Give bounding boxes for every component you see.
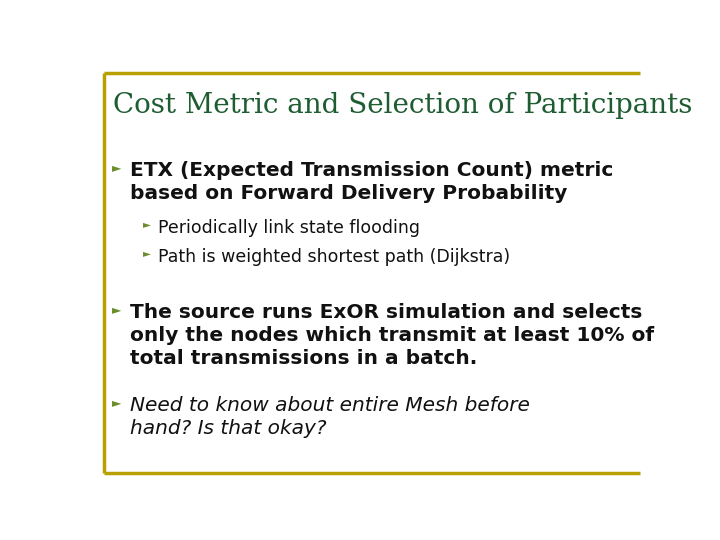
Text: The source runs ExOR simulation and selects
only the nodes which transmit at lea: The source runs ExOR simulation and sele… xyxy=(130,303,654,368)
Text: ETX (Expected Transmission Count) metric
based on Forward Delivery Probability: ETX (Expected Transmission Count) metric… xyxy=(130,161,613,203)
Text: ►: ► xyxy=(112,396,121,409)
Text: Need to know about entire Mesh before
hand? Is that okay?: Need to know about entire Mesh before ha… xyxy=(130,396,530,437)
Text: ►: ► xyxy=(112,161,121,174)
Text: Path is weighted shortest path (Dijkstra): Path is weighted shortest path (Dijkstra… xyxy=(158,248,510,266)
Text: Cost Metric and Selection of Participants: Cost Metric and Selection of Participant… xyxy=(113,92,693,119)
Text: ►: ► xyxy=(112,303,121,316)
Text: Periodically link state flooding: Periodically link state flooding xyxy=(158,219,420,237)
Text: ►: ► xyxy=(143,248,150,258)
Text: ►: ► xyxy=(143,219,150,229)
